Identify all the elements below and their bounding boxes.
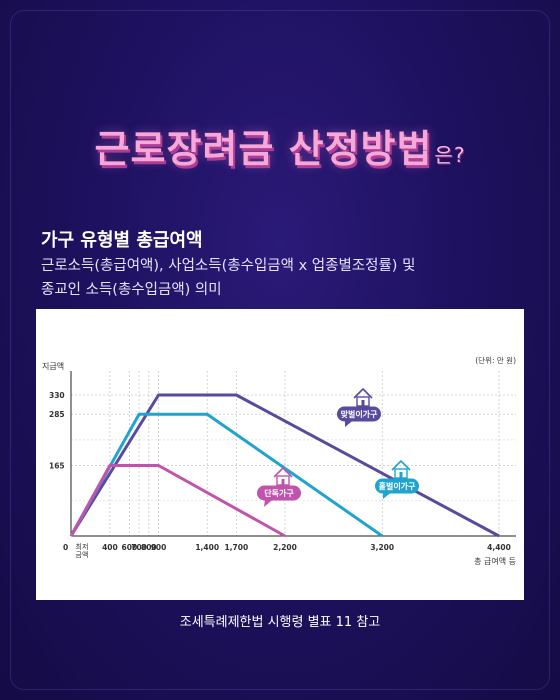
house-icon xyxy=(273,467,293,486)
origin-label: 0 xyxy=(63,543,68,552)
series-label: 단독가구 xyxy=(264,488,294,498)
series-callout: 홑벌이가구 xyxy=(375,460,419,499)
description: 근로소득(총급여액), 사업소득(총수입금액 x 업종별조정률) 및 종교인 소… xyxy=(41,254,531,302)
series-callout: 맞벌이가구 xyxy=(337,388,381,427)
description-line-2: 종교인 소득(총수입금액) 의미 xyxy=(41,282,222,298)
x-tick-label: 2,200 xyxy=(273,543,297,552)
house-icon xyxy=(353,388,373,407)
y-axis-label: 지급액 xyxy=(42,361,64,371)
y-tick-label: 285 xyxy=(49,410,65,419)
axes: 지급액 (단위: 만 원) 0 총 급여액 등 xyxy=(42,355,516,566)
series-label: 맞벌이가구 xyxy=(341,409,378,419)
x-tick-label: 900 xyxy=(151,543,167,552)
page-title-suffix: 은? xyxy=(434,143,466,167)
x-tick-label: 800 xyxy=(141,543,157,552)
x-tick-label: 600 xyxy=(122,543,138,552)
series-label: 홑벌이가구 xyxy=(379,481,416,491)
chart: 지급액 (단위: 만 원) 0 총 급여액 등 최저 금액 400 60070080… xyxy=(42,355,516,566)
title-area: 근로장려금 산정방법 은? xyxy=(0,118,560,173)
grid xyxy=(71,371,516,536)
series-line xyxy=(69,412,384,538)
x-tick-label: 400 xyxy=(102,543,118,552)
series-lines xyxy=(69,393,500,538)
x-axis-label: 총 급여액 등 xyxy=(474,556,516,566)
page-title: 근로장려금 산정방법 은? xyxy=(94,127,466,171)
description-line-1: 근로소득(총급여액), 사업소득(총수입금액 x 업종별조정률) 및 xyxy=(41,258,416,274)
unit-note: (단위: 만 원) xyxy=(475,355,516,365)
x-tick-label: 700 xyxy=(131,543,147,552)
x-tick-label: 3,200 xyxy=(370,543,394,552)
subheading: 가구 유형별 총급여액 xyxy=(41,230,203,251)
x-tick-label: 1,400 xyxy=(195,543,219,552)
x-tick-label: 4,400 xyxy=(487,543,511,552)
house-icon xyxy=(391,460,411,479)
min-amount-label: 최저 금액 xyxy=(76,542,89,559)
y-tick-label: 165 xyxy=(49,462,65,471)
x-tick-label: 1,700 xyxy=(224,543,248,552)
chart-panel: 지급액 (단위: 만 원) 0 총 급여액 등 최저 금액 400 600 700 80… xyxy=(36,309,524,600)
source-note: 조세특례제한법 시행령 별표 11 참고 xyxy=(179,615,381,630)
series-line xyxy=(69,464,286,538)
series-callout: 단독가구 xyxy=(257,467,301,507)
y-tick-label: 330 xyxy=(49,391,65,400)
y-tick-labels: 165 285 330 xyxy=(49,391,65,471)
